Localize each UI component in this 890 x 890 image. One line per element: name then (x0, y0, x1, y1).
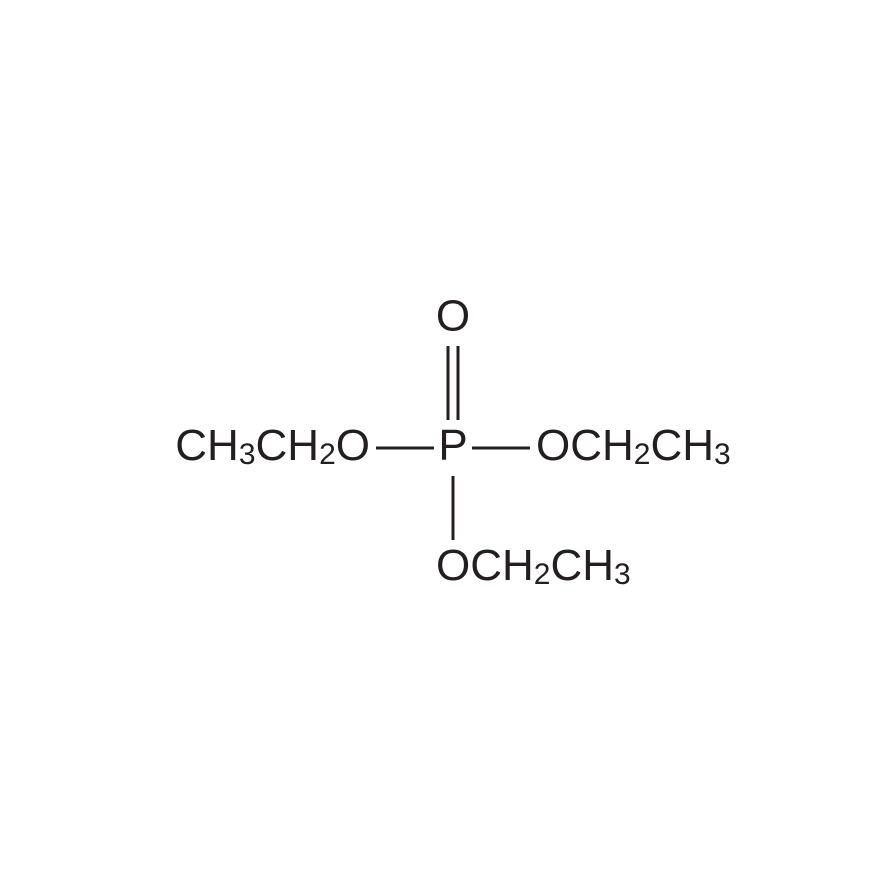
group-ethoxy-left: CH3CH2O (175, 421, 370, 472)
molecule-diagram: O P CH3CH2O OCH2CH3 OCH2CH3 (0, 0, 890, 890)
group-ethoxy-bottom: OCH2CH3 (436, 541, 631, 592)
group-ethoxy-right: OCH2CH3 (536, 421, 731, 472)
atom-oxygen-top: O (436, 292, 470, 341)
atom-phosphorus: P (438, 421, 467, 470)
